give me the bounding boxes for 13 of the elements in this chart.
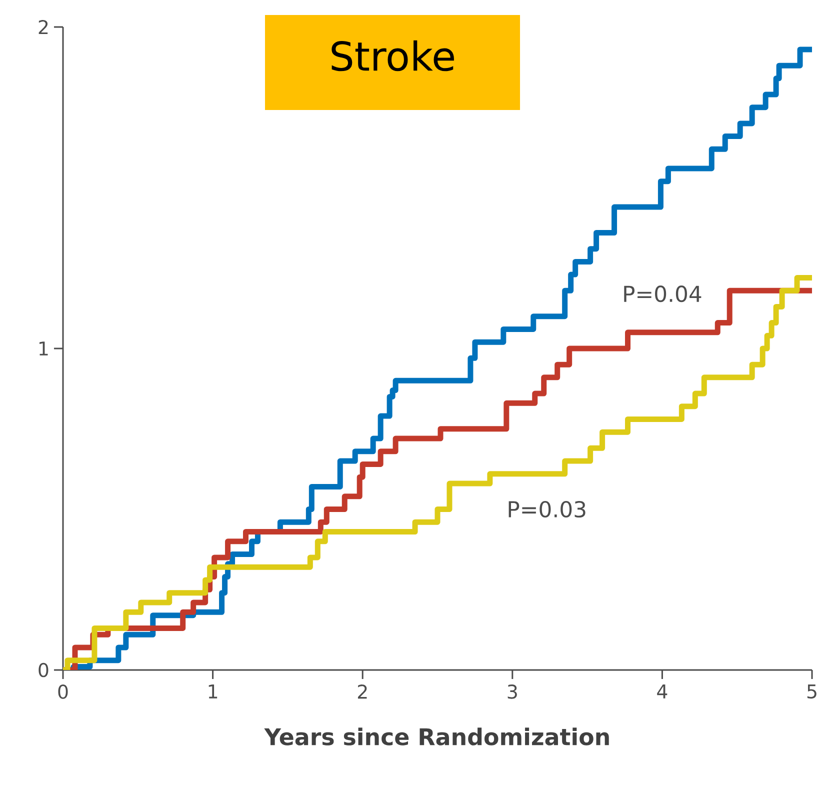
x-tick-label: 0 bbox=[58, 684, 68, 699]
x-tick-label: 2 bbox=[358, 684, 367, 699]
annotation: P=0.04 bbox=[624, 286, 702, 302]
x-axis-title: Years since Randomization bbox=[264, 728, 609, 746]
annotation: P=0.03 bbox=[508, 500, 586, 518]
x-tick-label: 1 bbox=[208, 684, 218, 698]
y-tick-label: 0 bbox=[38, 662, 48, 678]
x-tick-label: 4 bbox=[657, 684, 668, 698]
chart-title: Stroke bbox=[332, 40, 454, 72]
y-tick-label: 1 bbox=[40, 342, 48, 356]
x-tick-label: 3 bbox=[508, 684, 517, 699]
y-tick-label: 2 bbox=[38, 20, 48, 34]
x-tick-label: 5 bbox=[807, 684, 816, 699]
